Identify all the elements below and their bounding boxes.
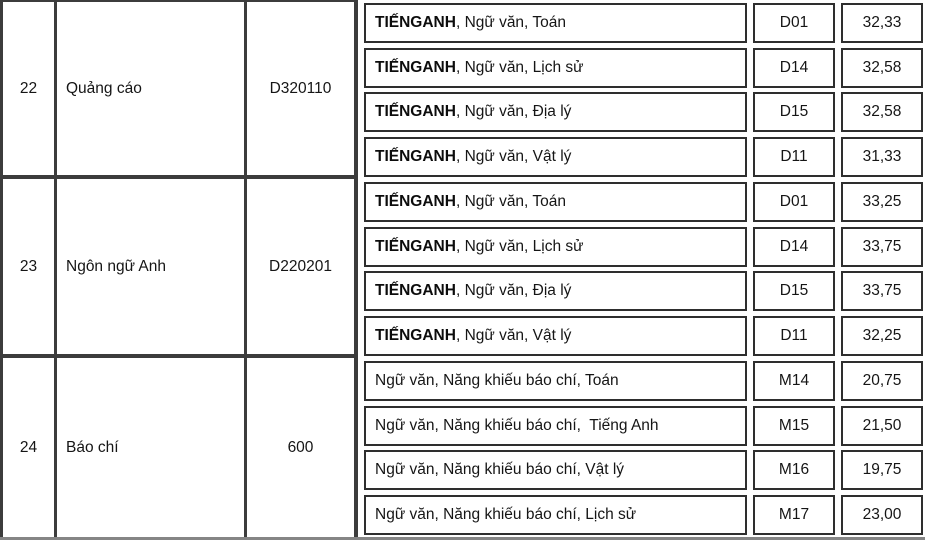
block-code-cell: M14 bbox=[753, 361, 835, 401]
score-cell: 31,33 bbox=[841, 136, 923, 177]
major-row-group: 24 Báo chí 600 Ngữ văn, Năng khiếu báo c… bbox=[0, 358, 925, 537]
combination-text: Ngữ văn, Năng khiếu báo chí, Vật lý bbox=[375, 461, 625, 479]
combination-cell: TIẾNGANH, Ngữ văn, Toán bbox=[364, 182, 747, 222]
stt-cell: 23 bbox=[0, 179, 57, 358]
combination-emphasis: TIẾNGANH bbox=[375, 237, 456, 255]
combination-row: Ngữ văn, Năng khiếu báo chí, Vật lý M16 … bbox=[364, 450, 923, 491]
block-code-cell: D14 bbox=[753, 226, 835, 267]
block-code-cell: D15 bbox=[753, 271, 835, 312]
combination-text: , Ngữ văn, Toán bbox=[455, 193, 566, 210]
score-cell: 32,25 bbox=[841, 315, 923, 356]
combination-text: , Ngữ văn, Địa lý bbox=[455, 103, 572, 121]
score-cell: 33,75 bbox=[841, 226, 923, 267]
score-cell: 21,50 bbox=[841, 405, 923, 446]
block-code-cell: M17 bbox=[753, 494, 835, 535]
combination-row: TIẾNGANH, Ngữ văn, Toán D01 33,25 bbox=[364, 182, 923, 222]
block-code-cell: M15 bbox=[753, 405, 835, 446]
combination-cell: Ngữ văn, Năng khiếu báo chí, Lịch sử bbox=[364, 494, 747, 535]
block-code-cell: D11 bbox=[753, 136, 835, 177]
combination-row: Ngữ văn, Năng khiếu báo chí, Lịch sử M17… bbox=[364, 494, 923, 535]
combination-row: Ngữ văn, Năng khiếu báo chí, Tiếng Anh M… bbox=[364, 405, 923, 446]
combination-text: , Ngữ văn, Vật lý bbox=[455, 326, 572, 344]
combination-row: TIẾNGANH, Ngữ văn, Vật lý D11 31,33 bbox=[364, 136, 923, 177]
combination-emphasis: TIẾNGANH bbox=[375, 103, 456, 121]
major-name-cell: Quảng cáo bbox=[57, 0, 247, 179]
block-code-cell: D11 bbox=[753, 315, 835, 356]
combination-text: , Ngữ văn, Lịch sử bbox=[455, 237, 584, 255]
major-code-cell: 600 bbox=[247, 358, 358, 537]
combination-emphasis: TIẾNGANH bbox=[375, 147, 456, 165]
score-cell: 32,33 bbox=[841, 3, 923, 43]
combination-cell: TIẾNGANH, Ngữ văn, Vật lý bbox=[364, 136, 747, 177]
score-cell: 33,75 bbox=[841, 271, 923, 312]
combination-cell: TIẾNGANH, Ngữ văn, Vật lý bbox=[364, 315, 747, 356]
combination-row: TIẾNGANH, Ngữ văn, Lịch sử D14 32,58 bbox=[364, 47, 923, 88]
score-cell: 23,00 bbox=[841, 494, 923, 535]
combination-cell: Ngữ văn, Năng khiếu báo chí, Toán bbox=[364, 361, 747, 401]
major-name-cell: Ngôn ngữ Anh bbox=[57, 179, 247, 358]
major-name-cell: Báo chí bbox=[57, 358, 247, 537]
major-code-cell: D320110 bbox=[247, 0, 358, 179]
major-code-cell: D220201 bbox=[247, 179, 358, 358]
score-cell: 32,58 bbox=[841, 92, 923, 133]
combination-row: TIẾNGANH, Ngữ văn, Địa lý D15 33,75 bbox=[364, 271, 923, 312]
block-code-cell: D14 bbox=[753, 47, 835, 88]
combination-row: TIẾNGANH, Ngữ văn, Vật lý D11 32,25 bbox=[364, 315, 923, 356]
combination-text: Ngữ văn, Năng khiếu báo chí, Toán bbox=[375, 372, 619, 389]
score-cell: 32,58 bbox=[841, 47, 923, 88]
combination-emphasis: TIẾNGANH bbox=[375, 282, 456, 300]
combination-cell: Ngữ văn, Năng khiếu báo chí, Vật lý bbox=[364, 450, 747, 491]
combination-text: Ngữ văn, Năng khiếu báo chí, Lịch sử bbox=[375, 505, 637, 523]
combination-text: Ngữ văn, Năng khiếu báo chí, Tiếng Anh bbox=[375, 416, 659, 434]
combination-row: TIẾNGANH, Ngữ văn, Lịch sử D14 33,75 bbox=[364, 226, 923, 267]
score-cell: 19,75 bbox=[841, 450, 923, 491]
block-code-cell: D01 bbox=[753, 182, 835, 222]
major-row-group: 23 Ngôn ngữ Anh D220201 TIẾNGANH, Ngữ vă… bbox=[0, 179, 925, 358]
combination-text: , Ngữ văn, Vật lý bbox=[455, 147, 572, 165]
combination-emphasis: TIẾNGANH bbox=[375, 193, 456, 210]
combination-text: , Ngữ văn, Địa lý bbox=[455, 282, 572, 300]
combination-cell: TIẾNGANH, Ngữ văn, Lịch sử bbox=[364, 226, 747, 267]
combination-emphasis: TIẾNGANH bbox=[375, 58, 456, 76]
score-cell: 20,75 bbox=[841, 361, 923, 401]
combination-cell: TIẾNGANH, Ngữ văn, Lịch sử bbox=[364, 47, 747, 88]
block-code-cell: D01 bbox=[753, 3, 835, 43]
stt-cell: 24 bbox=[0, 358, 57, 537]
score-cell: 33,25 bbox=[841, 182, 923, 222]
combination-row: TIẾNGANH, Ngữ văn, Địa lý D15 32,58 bbox=[364, 92, 923, 133]
combination-text: , Ngữ văn, Toán bbox=[455, 14, 566, 31]
combination-cell: TIẾNGANH, Ngữ văn, Địa lý bbox=[364, 92, 747, 133]
combination-text: , Ngữ văn, Lịch sử bbox=[455, 58, 584, 76]
combination-cell: TIẾNGANH, Ngữ văn, Địa lý bbox=[364, 271, 747, 312]
major-row-group: 22 Quảng cáo D320110 TIẾNGANH, Ngữ văn, … bbox=[0, 0, 925, 179]
block-code-cell: M16 bbox=[753, 450, 835, 491]
combination-emphasis: TIẾNGANH bbox=[375, 326, 456, 344]
combination-row: TIẾNGANH, Ngữ văn, Toán D01 32,33 bbox=[364, 3, 923, 43]
combination-cell: Ngữ văn, Năng khiếu báo chí, Tiếng Anh bbox=[364, 405, 747, 446]
combination-list: TIẾNGANH, Ngữ văn, Toán D01 32,33 TIẾNGA… bbox=[358, 0, 925, 179]
combination-emphasis: TIẾNGANH bbox=[375, 14, 456, 31]
stt-cell: 22 bbox=[0, 0, 57, 179]
combination-list: TIẾNGANH, Ngữ văn, Toán D01 33,25 TIẾNGA… bbox=[358, 179, 925, 358]
block-code-cell: D15 bbox=[753, 92, 835, 133]
combination-row: Ngữ văn, Năng khiếu báo chí, Toán M14 20… bbox=[364, 361, 923, 401]
combination-cell: TIẾNGANH, Ngữ văn, Toán bbox=[364, 3, 747, 43]
combination-list: Ngữ văn, Năng khiếu báo chí, Toán M14 20… bbox=[358, 358, 925, 537]
